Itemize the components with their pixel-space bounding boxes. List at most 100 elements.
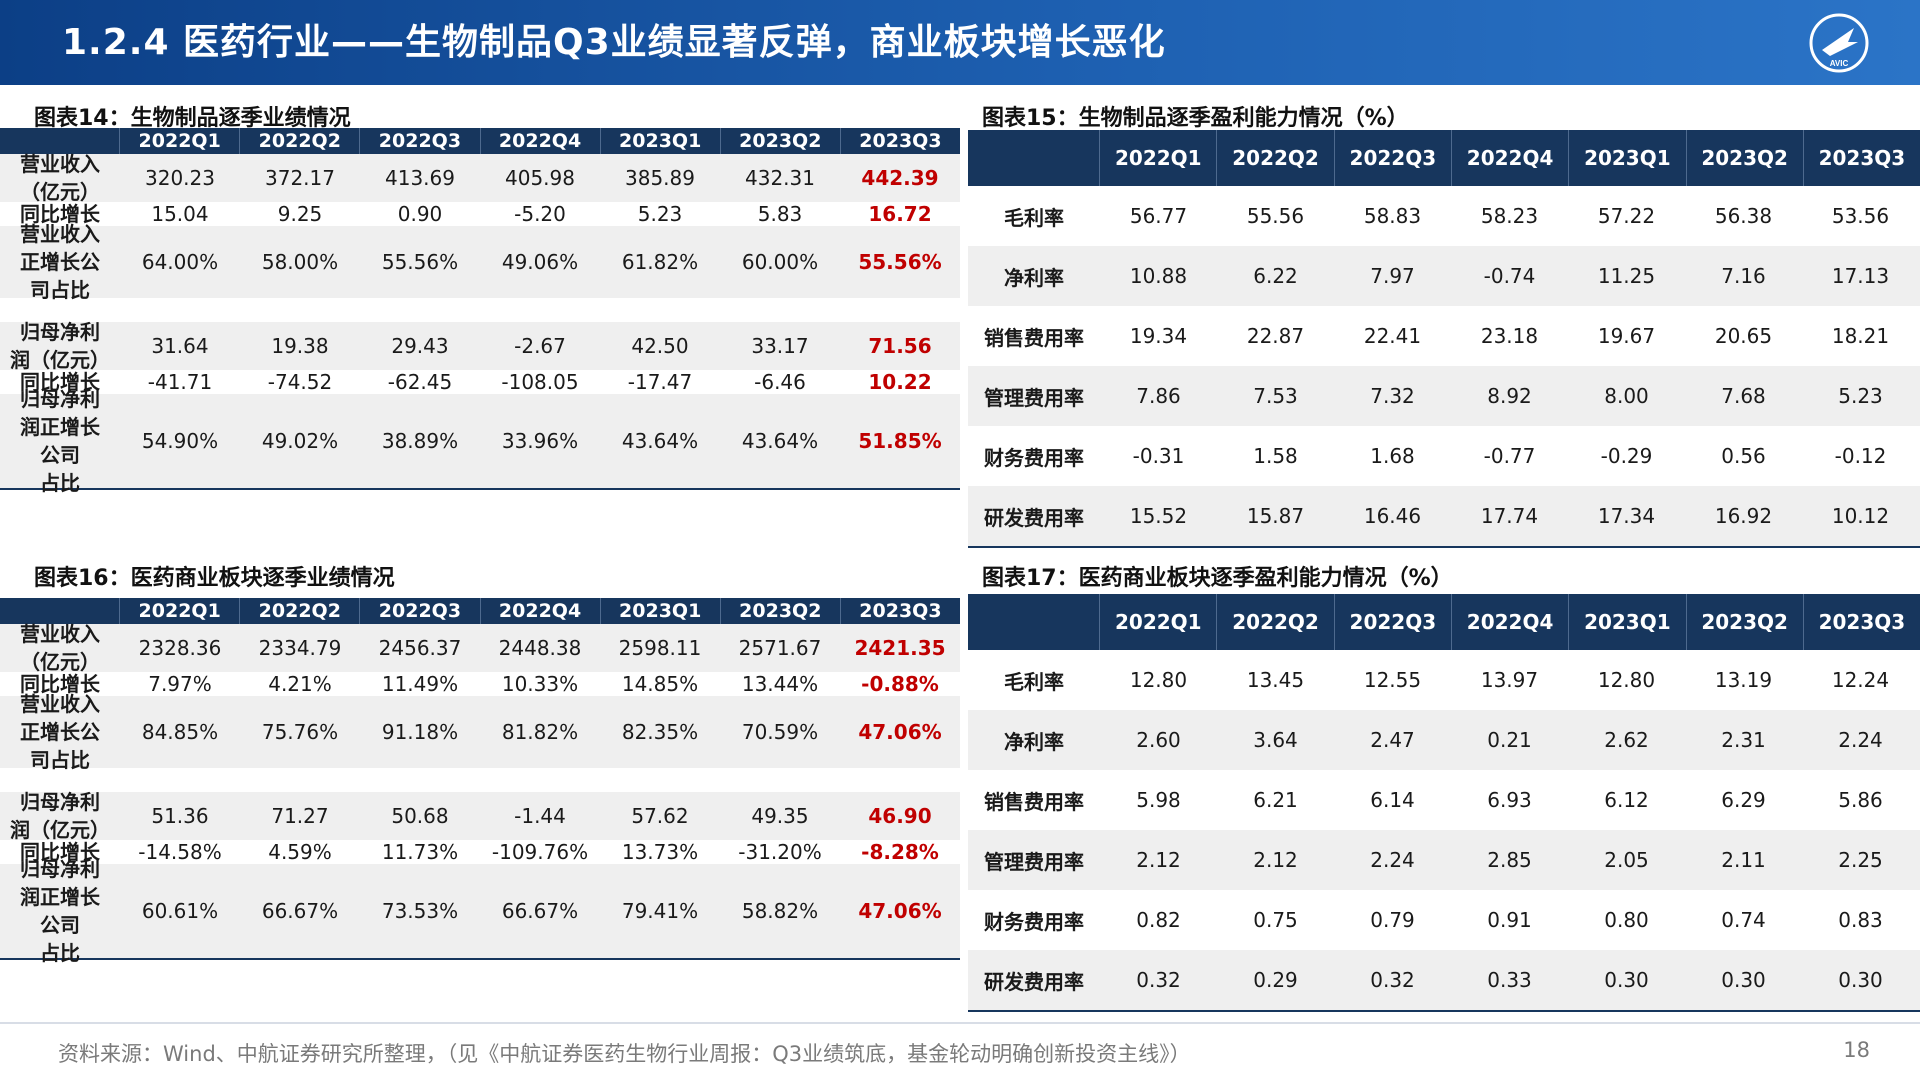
header-cell: 2023Q1 — [599, 598, 720, 624]
table-cell: 20.65 — [1714, 324, 1773, 348]
table-row: 归母净利 润（亿元） 51.36 71.27 50.68 -1.44 57.62 49.35 4… — [0, 790, 960, 842]
table-cell: 2.62 — [1604, 728, 1649, 752]
table-cell: 7.97% — [148, 672, 212, 696]
table-cell: 1.68 — [1370, 444, 1415, 468]
table-cell: 49.02% — [261, 429, 339, 453]
table-cell: 12.80 — [1597, 668, 1656, 692]
table-cell: 60.00% — [741, 250, 819, 274]
row-label: 销售费用率 — [984, 325, 1084, 350]
table-cell: 12.80 — [1129, 668, 1188, 692]
header-cell: 2023Q3 — [1818, 146, 1906, 170]
table-cell: 7.53 — [1253, 384, 1298, 408]
row-label-line: 公司 — [40, 913, 80, 937]
table-cell: -1.44 — [514, 804, 566, 828]
table-cell: 51.36 — [151, 804, 209, 828]
header-cell: 2022Q3 — [359, 128, 479, 154]
header-cell: 2022Q3 — [1335, 594, 1452, 650]
table-header-row: 2022Q1 2022Q2 2022Q3 2022Q4 2023Q1 2023Q2 2023… — [968, 594, 1920, 650]
table-row: 同比增长 -41.71 -74.52 -62.45 -108.05 -17.47 -6.46… — [0, 370, 960, 394]
table-row: 归母净利 润（亿元） 31.64 19.38 29.43 -2.67 42.50 33.17 7… — [0, 320, 960, 372]
table-row: 归母净利 润正增长 公司 占比 60.61% 66.67% 73.53% 66.67% 79.4… — [0, 857, 960, 965]
table17: 2022Q1 2022Q2 2022Q3 2022Q4 2023Q1 2023Q2 2023… — [968, 594, 1920, 1012]
table-cell: 6.14 — [1370, 788, 1415, 812]
table-row: 同比增长 7.97% 4.21% 11.49% 10.33% 14.85% 13.44% -0… — [0, 672, 960, 696]
table-row: 财务费用率 0.82 0.75 0.79 0.91 0.80 0.74 0.83 — [968, 890, 1920, 950]
header-cell: 2023Q1 — [1569, 594, 1687, 650]
table-cell: 10.33% — [501, 672, 579, 696]
table-cell: 3.64 — [1253, 728, 1298, 752]
table-cell: 2328.36 — [138, 636, 222, 660]
table16-title: 图表16：医药商业板块逐季业绩情况 — [34, 566, 395, 591]
header-cell: 2023Q2 — [719, 128, 840, 154]
table-cell: 22.41 — [1363, 324, 1422, 348]
table-cell: 61.82% — [621, 250, 699, 274]
row-label: 归母净利 润（亿元） — [0, 318, 120, 374]
table-cell: 11.49% — [381, 672, 459, 696]
table14: 2022Q1 2022Q2 2022Q3 2022Q4 2023Q1 2023Q2 2023… — [0, 128, 960, 495]
table-cell: 385.89 — [625, 166, 695, 190]
row-label-line: 归母净利 — [20, 857, 100, 881]
table-row: 财务费用率 -0.31 1.58 1.68 -0.77 -0.29 0.56 -0.12 — [968, 426, 1920, 486]
table-bottom-rule — [968, 546, 1920, 548]
header-cell: 2022Q2 — [1217, 594, 1335, 650]
table17-title: 图表17：医药商业板块逐季盈利能力情况（%） — [982, 566, 1453, 591]
table-cell: -0.74 — [1483, 264, 1536, 288]
footer-divider — [0, 1022, 1920, 1024]
table-cell: 56.77 — [1129, 204, 1188, 228]
table-cell: 33.17 — [751, 334, 809, 358]
table-cell: 5.83 — [757, 202, 803, 226]
table-cell: 2.05 — [1604, 848, 1649, 872]
row-label: 营业收入 正增长公 司占比 — [0, 220, 120, 304]
table15: 2022Q1 2022Q2 2022Q3 2022Q4 2023Q1 2023Q2 2023… — [968, 130, 1920, 548]
table-cell: 8.92 — [1487, 384, 1532, 408]
row-label-line: 润正增长 — [20, 885, 100, 909]
table-row: 毛利率 56.77 55.56 58.83 58.23 57.22 56.38 53.56 — [968, 186, 1920, 246]
table-cell: 33.96% — [501, 429, 579, 453]
header-cell: 2023Q2 — [1687, 594, 1804, 650]
row-label: 营业收入 （亿元） — [0, 620, 120, 676]
table-cell: 0.83 — [1838, 908, 1883, 932]
table-cell: 2456.37 — [378, 636, 462, 660]
row-label-line: 同比增长 — [20, 672, 100, 696]
table-cell: 13.19 — [1714, 668, 1773, 692]
table-cell: 64.00% — [141, 250, 219, 274]
avic-logo-icon: AVIC — [1809, 13, 1869, 73]
table-row: 研发费用率 15.52 15.87 16.46 17.74 17.34 16.92 10.12 — [968, 486, 1920, 546]
header-corner-cell — [968, 594, 1101, 650]
table-cell: 6.21 — [1253, 788, 1298, 812]
table-cell: 0.75 — [1253, 908, 1298, 932]
table-cell: 43.64% — [621, 429, 699, 453]
table-cell: 0.29 — [1253, 968, 1298, 992]
table-row: 同比增长 15.04 9.25 0.90 -5.20 5.23 5.83 16.72 — [0, 202, 960, 226]
table-cell: -8.28% — [861, 840, 939, 864]
header-cell: 2023Q3 — [839, 128, 960, 154]
row-label-line: 司占比 — [30, 748, 90, 772]
header-cell: 2022Q4 — [1452, 594, 1570, 650]
table-cell: 79.41% — [621, 899, 699, 923]
table-cell: 10.88 — [1129, 264, 1188, 288]
row-label-line: 营业收入 — [20, 622, 100, 646]
row-label-line: 润（亿元） — [10, 348, 110, 372]
table-cell: 58.82% — [741, 899, 819, 923]
table-bottom-rule — [968, 1010, 1920, 1012]
table-cell: -0.77 — [1483, 444, 1536, 468]
table-cell: 5.23 — [1838, 384, 1883, 408]
table-cell: 405.98 — [505, 166, 575, 190]
table-row — [0, 298, 960, 322]
row-label: 财务费用率 — [984, 445, 1084, 470]
page-number: 18 — [1843, 1038, 1870, 1062]
table-row: 营业收入 （亿元） 2328.36 2334.79 2456.37 2448.38 2598… — [0, 622, 960, 674]
header-cell: 2023Q3 — [1818, 610, 1906, 634]
header-cell: 2023Q2 — [719, 598, 840, 624]
header-cell: 2023Q1 — [599, 128, 720, 154]
table-row: 营业收入 （亿元） 320.23 372.17 413.69 405.98 385.89 43… — [0, 152, 960, 204]
table-row: 毛利率 12.80 13.45 12.55 13.97 12.80 13.19 12.24 — [968, 650, 1920, 710]
row-label-line: 占比 — [40, 941, 80, 965]
row-label-line: 同比增长 — [20, 840, 100, 864]
table-cell: 57.22 — [1597, 204, 1656, 228]
source-note: 资料来源：Wind、中航证券研究所整理，（见《中航证券医药生物行业周报：Q3业绩… — [58, 1042, 1191, 1066]
table-cell: 8.00 — [1604, 384, 1649, 408]
table-cell: 55.56% — [858, 250, 942, 274]
table-row: 管理费用率 2.12 2.12 2.24 2.85 2.05 2.11 2.25 — [968, 830, 1920, 890]
table-cell: 84.85% — [141, 720, 219, 744]
